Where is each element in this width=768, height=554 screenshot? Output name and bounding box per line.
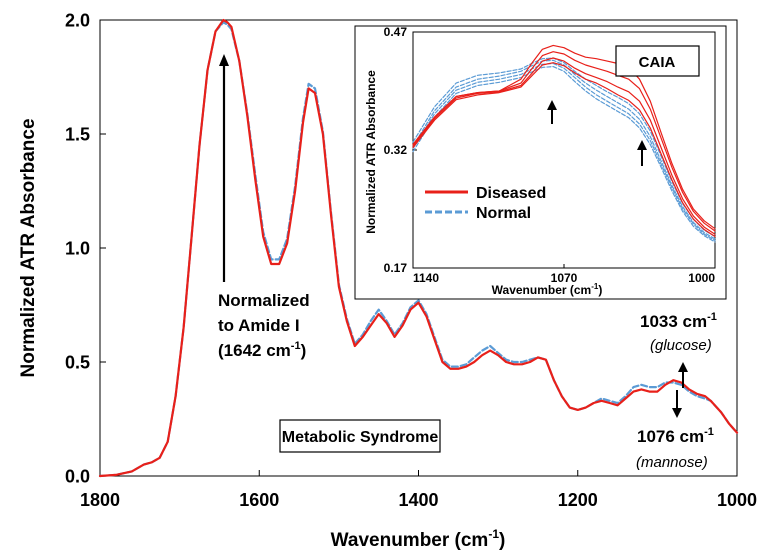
inset-series-normal xyxy=(412,57,716,238)
inset-y-tick-label: 0.32 xyxy=(384,143,408,157)
main-y-tick-label: 1.0 xyxy=(65,238,90,258)
inset-series-normal xyxy=(412,66,716,243)
amide-annotation-sup: -1 xyxy=(291,340,301,352)
main-y-tick-label: 2.0 xyxy=(65,10,90,30)
mannose-annotation-line1: 1076 cm-1 xyxy=(637,426,714,446)
mannose-arrow-head xyxy=(672,408,682,418)
metabolic-syndrome-label: Metabolic Syndrome xyxy=(282,429,439,446)
inset-x-axis-label-sup: -1 xyxy=(591,282,599,291)
glucose-annotation-line2: (glucose) xyxy=(650,337,712,354)
inset-series-diseased xyxy=(412,57,716,235)
main-x-tick-label: 1400 xyxy=(398,490,438,510)
inset-title: CAIA xyxy=(639,54,676,71)
inset-x-axis-label-end: ) xyxy=(598,283,602,297)
inset-x-axis-label: Wavenumber (cm-1) xyxy=(492,282,603,297)
glucose-annotation-sup: -1 xyxy=(707,311,717,323)
main-y-tick-label: 0.0 xyxy=(65,466,90,486)
inset-series-diseased xyxy=(412,51,716,232)
main-series xyxy=(98,18,739,478)
main-x-axis-label-end: ) xyxy=(499,530,505,551)
main-series-normal xyxy=(98,21,739,478)
main-series-diseased xyxy=(98,18,739,478)
main-ticks: 1800 1600 1400 1200 1000 0.0 0.5 1.0 1.5 2.0 xyxy=(65,10,757,510)
inset-x-tick-label: 1000 xyxy=(688,271,715,285)
inset-series-normal xyxy=(412,59,716,240)
inset-series xyxy=(412,44,716,243)
legend-label-normal: Normal xyxy=(476,205,531,222)
mannose-annotation-sup: -1 xyxy=(704,426,714,438)
glucose-annotation-line1: 1033 cm-1 xyxy=(640,311,717,331)
glucose-arrow-head xyxy=(678,362,688,372)
inset-y-tick-label: 0.47 xyxy=(384,25,408,39)
main-x-tick-label: 1000 xyxy=(717,490,757,510)
metabolic-syndrome-box xyxy=(279,419,441,453)
inset-x-tick-label: 1140 xyxy=(413,271,439,285)
amide-annotation-line2: to Amide I xyxy=(218,316,300,335)
main-x-axis-label: Wavenumber (cm-1) xyxy=(331,527,506,551)
inset-y-axis-label: Normalized ATR Absorbance xyxy=(364,70,378,234)
amide-annotation-line3: (1642 cm-1) xyxy=(218,340,306,360)
inset-arrow-right-head xyxy=(637,140,647,150)
amide-arrow-head xyxy=(219,54,229,66)
main-x-tick-label: 1600 xyxy=(239,490,279,510)
main-y-tick-label: 1.5 xyxy=(65,124,90,144)
main-y-axis-label: Normalized ATR Absorbance xyxy=(18,118,39,377)
main-y-tick-label: 0.5 xyxy=(65,352,90,372)
inset-ticks: 1140 1070 1000 0.17 0.32 0.47 xyxy=(384,25,716,285)
main-x-axis-label-sup: -1 xyxy=(488,527,499,541)
inset-y-tick-label: 0.17 xyxy=(384,261,408,275)
mannose-annotation-line2: (mannose) xyxy=(636,454,708,471)
main-x-tick-label: 1800 xyxy=(80,490,120,510)
legend-label-diseased: Diseased xyxy=(476,185,546,202)
amide-annotation-line1: Normalized xyxy=(218,291,310,310)
main-x-tick-label: 1200 xyxy=(558,490,598,510)
inset-arrow-left-head xyxy=(547,100,557,110)
inset-x-tick-label: 1070 xyxy=(551,271,578,285)
inset-series-normal xyxy=(412,62,716,242)
amide-annotation-end: ) xyxy=(301,341,307,360)
inset-title-box xyxy=(615,45,700,77)
inset-series-diseased xyxy=(412,62,716,238)
